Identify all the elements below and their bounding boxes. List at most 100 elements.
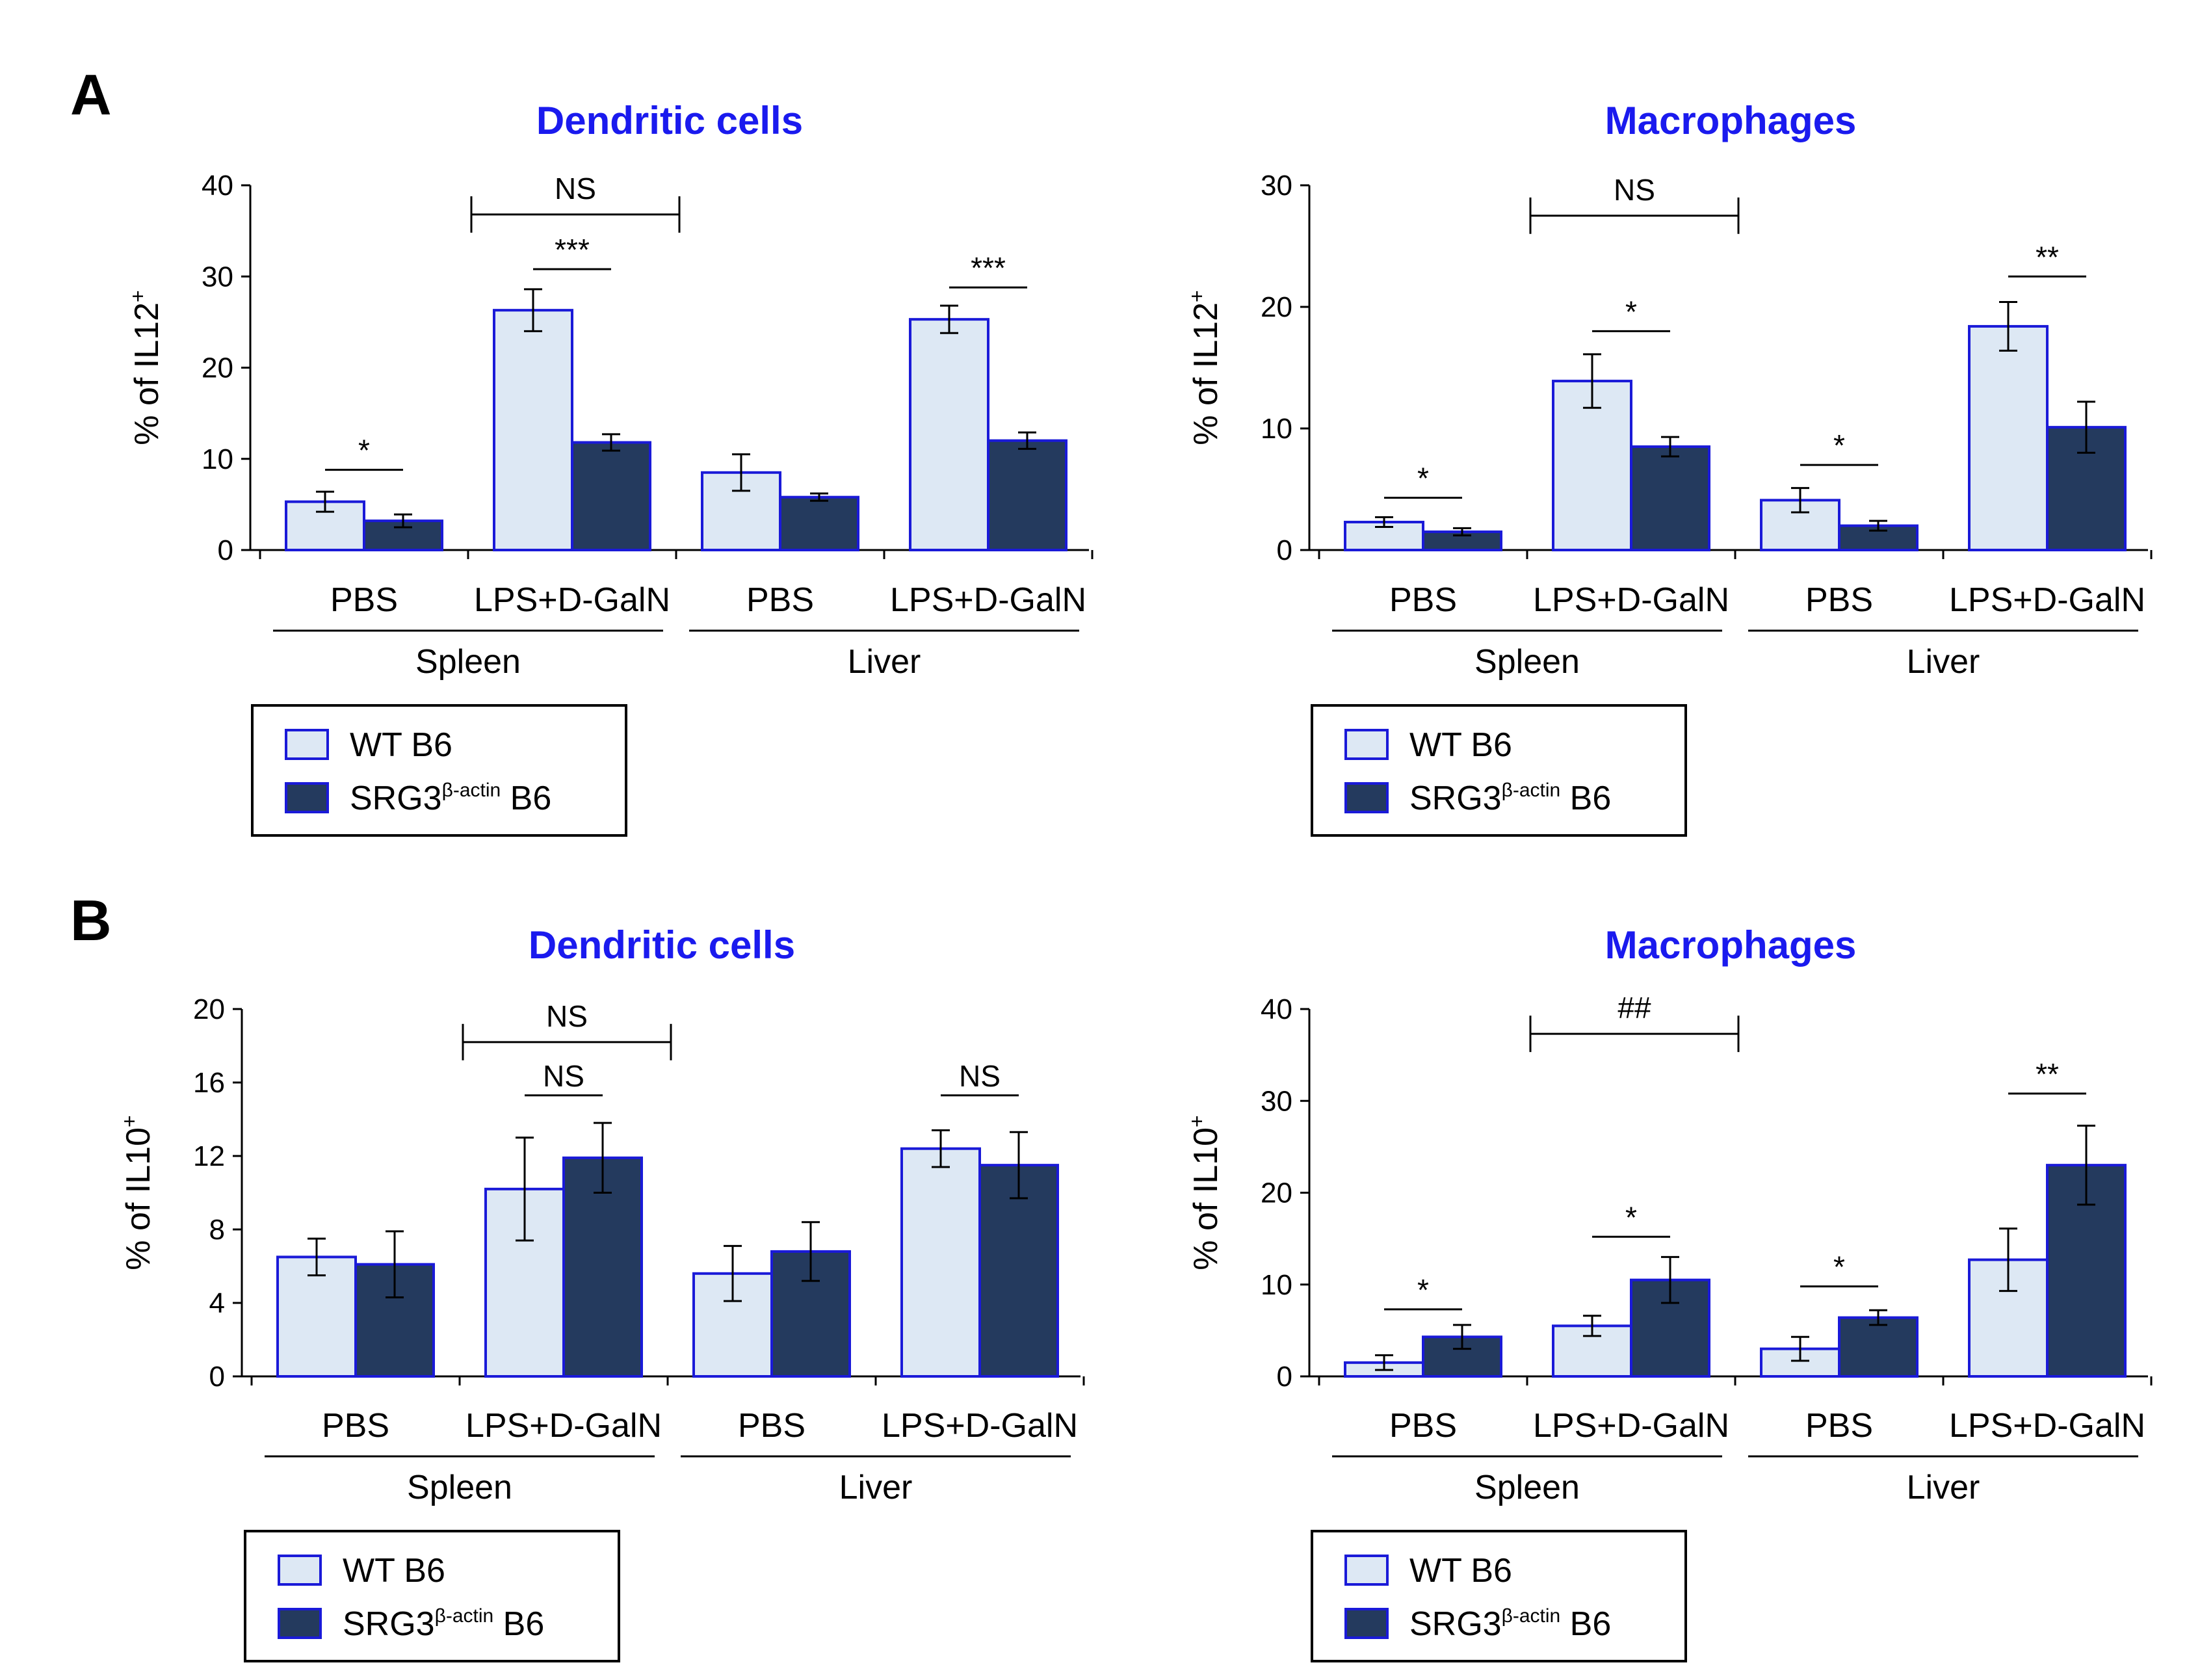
category-label: LPS+D-GalN [1533, 581, 1729, 619]
category-label: LPS+D-GalN [1949, 1407, 2145, 1445]
significance-label: * [1833, 428, 1845, 462]
bar-wt [1552, 380, 1632, 551]
y-tick-label: 12 [193, 1140, 225, 1172]
legend: WT B6 SRG3β-actin B6 [244, 1530, 620, 1662]
category-label: LPS+D-GalN [474, 581, 670, 619]
legend-label-wt: WT B6 [343, 1552, 445, 1590]
category-label: PBS [1389, 1407, 1457, 1445]
y-tick-label: 0 [1277, 534, 1292, 566]
significance-label: *** [971, 251, 1006, 285]
significance-label: ** [2036, 240, 2059, 274]
legend-label-srg3-base: SRG3 [1409, 1605, 1502, 1643]
legend-box [251, 704, 627, 837]
bar-wt [493, 309, 573, 551]
bar-srg3 [978, 1164, 1059, 1378]
legend-label-wt: WT B6 [350, 726, 452, 764]
legend-swatch-wt [278, 1555, 322, 1586]
y-tick-label: 0 [1277, 1361, 1292, 1393]
bar-srg3 [1838, 1316, 1919, 1378]
y-tick-label: 30 [1261, 1085, 1292, 1117]
bar-srg3 [779, 495, 859, 552]
panel-label-a: A [70, 62, 112, 127]
category-label: PBS [330, 581, 398, 619]
bar-wt [1760, 499, 1840, 552]
y-tick-label: 10 [202, 443, 233, 475]
legend-label-srg3-sup: β-actin [1502, 1605, 1561, 1627]
bar-srg3 [562, 1156, 643, 1378]
y-tick-label: 20 [202, 352, 233, 384]
significance-label: NS [959, 1059, 1001, 1093]
legend-label-wt: WT B6 [1409, 726, 1512, 764]
y-tick-label: 0 [209, 1361, 225, 1393]
y-axis-label: % of IL10+ [118, 1115, 157, 1270]
y-axis-label: % of IL12+ [1185, 290, 1225, 445]
y-axis-label-sup: + [126, 290, 150, 302]
significance-label: * [1625, 1200, 1637, 1234]
significance-label: * [1625, 295, 1637, 328]
y-axis-label-base: % of IL12 [1187, 302, 1225, 445]
y-tick-label: 30 [202, 261, 233, 293]
legend: WT B6 SRG3β-actin B6 [1311, 1530, 1687, 1662]
legend-swatch-wt [1344, 1555, 1389, 1586]
y-axis-label-sup: + [1185, 290, 1209, 302]
legend-label-srg3: SRG3β-actin B6 [1409, 780, 1611, 817]
y-axis-label-base: % of IL10 [1187, 1127, 1225, 1270]
tissue-label: Spleen [407, 1469, 512, 1506]
y-tick-label: 40 [1261, 993, 1292, 1025]
significance-label: * [1833, 1250, 1845, 1284]
legend-swatch-srg3 [1344, 1608, 1389, 1639]
legend-label-srg3-base: SRG3 [350, 780, 442, 817]
tissue-label: Liver [1907, 1469, 1980, 1506]
legend-label-srg3-sup: β-actin [435, 1605, 494, 1627]
category-label: PBS [1805, 1407, 1873, 1445]
tissue-label: Spleen [1474, 1469, 1580, 1506]
legend-swatch-srg3 [278, 1608, 322, 1639]
bracket-label: NS [1614, 173, 1655, 207]
legend-swatch-srg3 [1344, 782, 1389, 813]
bar-srg3 [571, 441, 651, 551]
category-label: PBS [1805, 581, 1873, 619]
significance-label: NS [543, 1059, 584, 1093]
category-label: PBS [746, 581, 814, 619]
y-tick-label: 4 [209, 1287, 225, 1319]
category-label: LPS+D-GalN [882, 1407, 1078, 1445]
category-label: LPS+D-GalN [1533, 1407, 1729, 1445]
y-tick-label: 0 [218, 534, 233, 566]
y-axis-label-sup: + [1185, 1115, 1209, 1127]
y-axis-label: % of IL10+ [1185, 1115, 1225, 1270]
y-axis-label-base: % of IL12 [128, 302, 166, 445]
y-tick-label: 40 [202, 170, 233, 202]
y-tick-label: 16 [193, 1067, 225, 1099]
legend-label-srg3-suffix: B6 [493, 1605, 544, 1643]
bracket-label: ## [1617, 991, 1651, 1025]
significance-label: ** [2036, 1057, 2059, 1091]
bar-srg3 [1630, 445, 1710, 551]
tissue-label: Liver [1907, 643, 1980, 681]
y-axis-label-sup: + [118, 1115, 141, 1127]
category-label: LPS+D-GalN [465, 1407, 662, 1445]
legend-label-srg3-sup: β-actin [442, 780, 501, 801]
legend-swatch-wt [1344, 729, 1389, 760]
chart-title: Macrophages [1605, 99, 1857, 142]
legend-label-srg3-base: SRG3 [343, 1605, 435, 1643]
legend-label-srg3: SRG3β-actin B6 [350, 780, 551, 817]
bracket-label: NS [555, 172, 596, 205]
chart-title: Macrophages [1605, 923, 1857, 967]
y-tick-label: 20 [193, 993, 225, 1025]
significance-label: * [1417, 1273, 1429, 1307]
y-tick-label: 20 [1261, 291, 1292, 323]
significance-label: *** [555, 233, 590, 267]
legend-label-srg3-sup: β-actin [1502, 780, 1561, 801]
legend-label-wt: WT B6 [1409, 1552, 1512, 1590]
legend-box [1311, 704, 1687, 837]
y-tick-label: 30 [1261, 170, 1292, 202]
bar-wt [909, 318, 989, 551]
bar-wt [900, 1147, 981, 1378]
y-axis-label-base: % of IL10 [120, 1127, 157, 1270]
y-tick-label: 20 [1261, 1177, 1292, 1209]
